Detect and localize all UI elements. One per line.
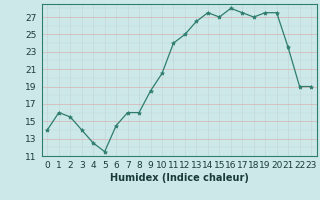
X-axis label: Humidex (Indice chaleur): Humidex (Indice chaleur) (110, 173, 249, 183)
